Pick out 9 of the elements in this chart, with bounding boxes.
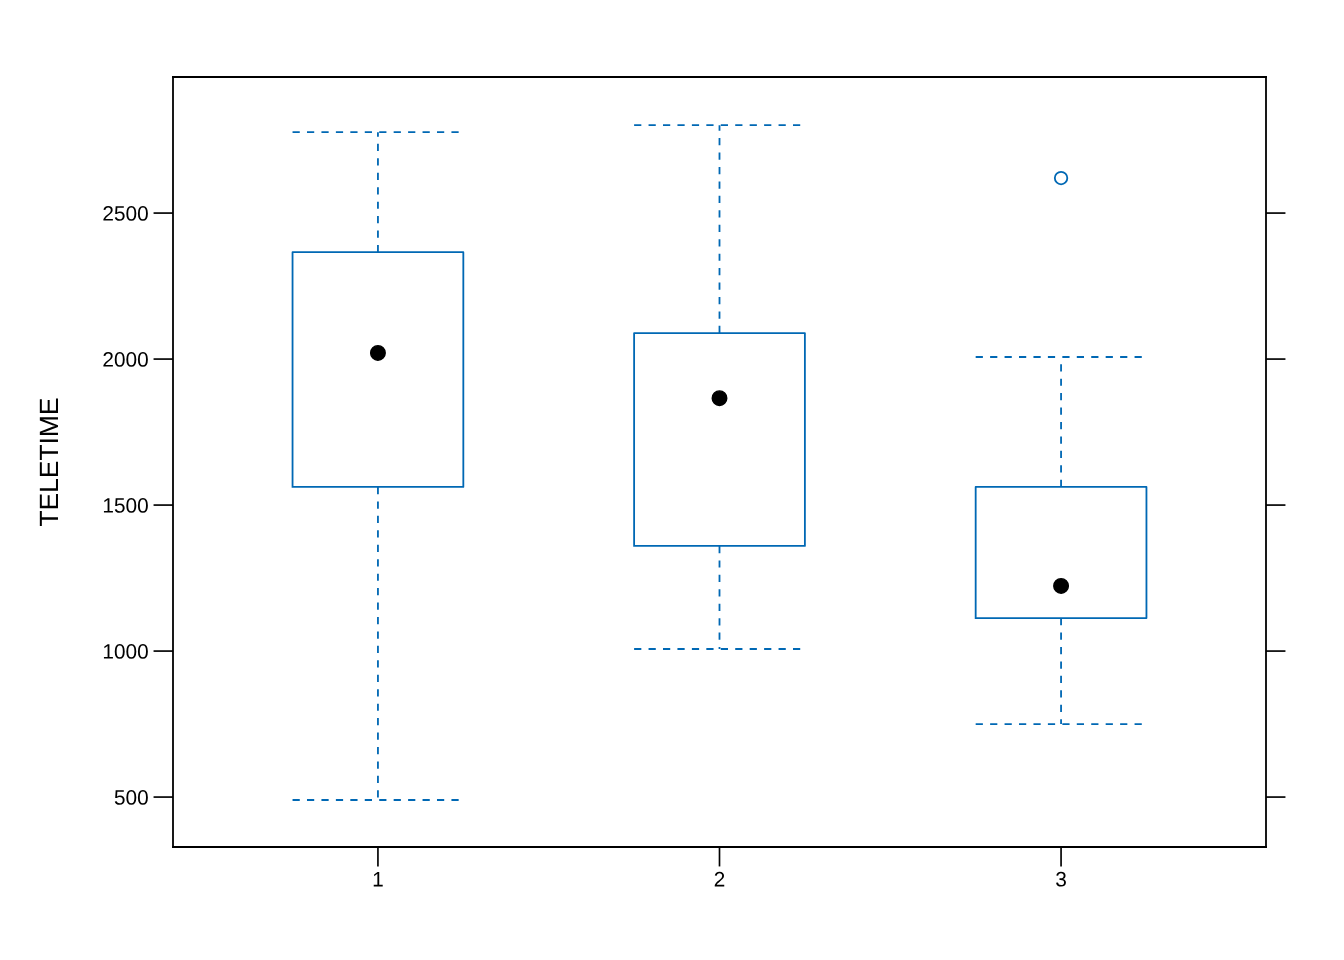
x-tick-label: 1 bbox=[373, 872, 383, 887]
x-tick-label: 3 bbox=[1056, 871, 1066, 887]
y-tick-label: 1500 bbox=[103, 498, 148, 513]
y-tick-label: 2500 bbox=[103, 206, 148, 221]
x-tick-label: 2 bbox=[714, 871, 725, 887]
y-tick-label: 500 bbox=[114, 790, 148, 805]
y-axis-title: TELETIME bbox=[39, 398, 58, 526]
y-tick-label: 2000 bbox=[103, 352, 148, 367]
y-tick-label: 1000 bbox=[103, 644, 148, 659]
